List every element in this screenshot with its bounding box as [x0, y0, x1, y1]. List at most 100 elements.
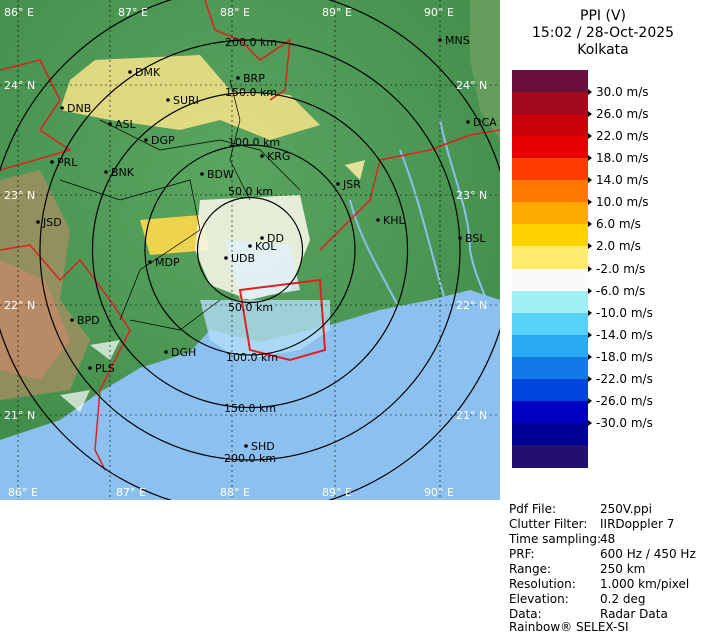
ring-label-200-south: 200.0 km — [224, 452, 276, 465]
echo-red — [238, 278, 327, 362]
tick-label: -26.0 m/s — [596, 393, 653, 408]
legend-tick: -18.0 m/s — [588, 350, 700, 364]
color-swatch — [512, 378, 588, 402]
place-label: DCA — [473, 116, 497, 129]
info-value: 250V.ppi — [600, 502, 652, 516]
place-label: KRG — [267, 150, 290, 163]
info-label: Elevation: — [509, 592, 569, 606]
delta-rivers — [349, 119, 496, 331]
ring-label-100: 100.0 km — [228, 136, 280, 149]
tick-label: -2.0 m/s — [596, 261, 646, 276]
place-label: JSD — [42, 216, 62, 229]
tick-label: 14.0 m/s — [596, 173, 649, 188]
color-swatch — [512, 158, 588, 182]
place-dot — [236, 76, 240, 80]
color-swatch — [512, 70, 588, 93]
lon-label-90-bottom: 90° E — [424, 486, 454, 499]
place-dot — [458, 236, 462, 240]
tick-marker-icon — [588, 309, 592, 316]
info-value: IIRDoppler 7 — [600, 517, 675, 531]
legend-title: PPI (V) 15:02 / 28-Oct-2025 Kolkata — [500, 8, 706, 59]
color-swatch — [512, 92, 588, 116]
tick-marker-icon — [588, 375, 592, 382]
place-dot — [70, 318, 74, 322]
place-dot — [128, 70, 132, 74]
place-dot — [260, 154, 264, 158]
tick-label: 6.0 m/s — [596, 217, 641, 232]
product-datetime: 15:02 / 28-Oct-2025 — [531, 25, 675, 41]
place-pls: PLS — [88, 362, 115, 375]
lat-label-21-left: 21° N — [4, 409, 35, 422]
tick-marker-icon — [588, 111, 592, 118]
tick-marker-icon — [588, 221, 592, 228]
tick-label: -22.0 m/s — [596, 371, 653, 386]
ring-label-200: 200.0 km — [225, 36, 277, 49]
lon-label-87-bottom: 87° E — [116, 486, 146, 499]
place-dot — [224, 256, 228, 260]
place-dca: DCA — [466, 116, 497, 129]
color-swatch — [512, 246, 588, 270]
lat-label-23-right: 23° N — [456, 189, 487, 202]
place-krg: KRG — [260, 150, 290, 163]
lat-label-23-left: 23° N — [4, 189, 35, 202]
legend-tick: -6.0 m/s — [588, 284, 700, 298]
ring-label-150-south: 150.0 km — [224, 402, 276, 415]
color-swatch — [512, 224, 588, 248]
lon-label-89-top: 89° E — [322, 6, 352, 19]
color-swatch — [512, 290, 588, 314]
color-swatch — [512, 400, 588, 424]
place-label: MNS — [445, 34, 470, 47]
place-label: ASL — [115, 118, 137, 131]
vendor-label: Rainbow® SELEX-SI — [509, 620, 629, 634]
color-swatch — [512, 268, 588, 292]
legend-tick: -30.0 m/s — [588, 416, 700, 430]
legend-tick: 10.0 m/s — [588, 195, 700, 209]
place-dot — [60, 106, 64, 110]
lon-label-86-bottom: 86° E — [8, 486, 38, 499]
tick-label: 2.0 m/s — [596, 239, 641, 254]
echo-blue — [60, 300, 330, 412]
place-dot — [166, 98, 170, 102]
northeast-hills — [470, 0, 500, 140]
tick-marker-icon — [588, 331, 592, 338]
place-mns: MNS — [438, 34, 470, 47]
tick-marker-icon — [588, 177, 592, 184]
place-label: BRP — [243, 72, 265, 85]
tick-label: 10.0 m/s — [596, 195, 649, 210]
place-bpd: BPD — [70, 314, 100, 327]
tick-marker-icon — [588, 243, 592, 250]
tick-marker-icon — [588, 419, 592, 426]
place-jsd: JSD — [36, 216, 62, 229]
lon-label-90-top: 90° E — [424, 6, 454, 19]
tick-marker-icon — [588, 199, 592, 206]
place-label: BNK — [111, 166, 135, 179]
range-rings — [0, 0, 500, 500]
info-label: Pdf File: — [509, 502, 557, 516]
color-swatch — [512, 422, 588, 446]
info-value: 1.000 km/pixel — [600, 577, 690, 591]
place-dmk: DMK — [128, 66, 161, 79]
info-label: Clutter Filter: — [509, 517, 588, 531]
color-bar — [512, 70, 588, 468]
legend-tick: 2.0 m/s — [588, 239, 700, 253]
plateau-highland — [0, 260, 70, 380]
place-udb: UDB — [224, 252, 255, 265]
legend-tick: 18.0 m/s — [588, 151, 700, 165]
place-dot — [144, 138, 148, 142]
info-value: 600 Hz / 450 Hz — [600, 547, 696, 561]
place-dot — [248, 244, 252, 248]
product-type: PPI (V) — [580, 8, 626, 24]
legend-tick: 22.0 m/s — [588, 129, 700, 143]
place-label: SURI — [173, 94, 199, 107]
color-swatch — [512, 136, 588, 160]
place-dd: DD — [260, 232, 284, 245]
place-label: KOL — [255, 240, 277, 253]
place-label: SHD — [251, 440, 275, 453]
place-label: DMK — [135, 66, 161, 79]
place-jsr: JSR — [336, 178, 361, 191]
legend-tick: 30.0 m/s — [588, 85, 700, 99]
place-dot — [260, 236, 264, 240]
lat-label-24-left: 24° N — [4, 79, 35, 92]
place-bsl: BSL — [458, 232, 486, 245]
color-swatch — [512, 114, 588, 138]
